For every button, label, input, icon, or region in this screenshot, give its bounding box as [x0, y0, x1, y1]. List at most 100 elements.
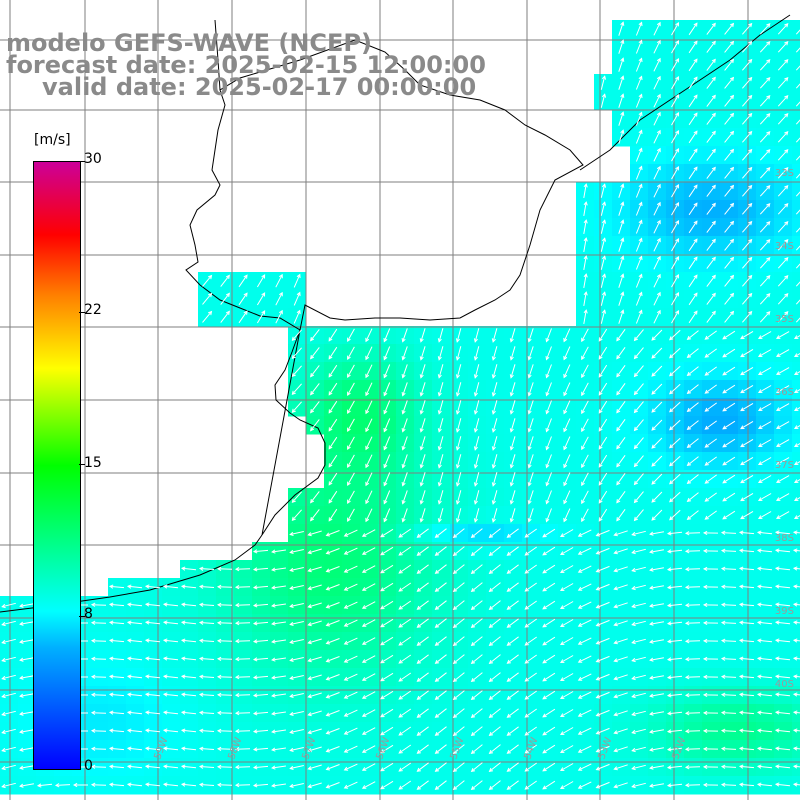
wind-arrow: [669, 365, 681, 377]
wind-arrow: [633, 473, 644, 486]
wind-arrow: [401, 490, 408, 505]
wind-arrow: [720, 728, 737, 733]
wind-arrow: [90, 674, 107, 679]
wind-arrow: [577, 655, 592, 663]
wind-arrow: [720, 566, 737, 571]
wind-arrow: [724, 220, 735, 233]
wind-arrow: [1, 728, 16, 735]
wind-arrow: [238, 292, 248, 306]
wind-arrow: [688, 238, 698, 252]
wind-arrow: [738, 728, 755, 733]
wind-arrow: [401, 328, 408, 343]
wind-arrow: [653, 309, 661, 324]
wind-arrow: [618, 219, 625, 234]
wind-arrow: [216, 746, 233, 752]
wind-arrow: [686, 456, 699, 467]
wind-arrow: [491, 508, 498, 523]
wind-arrow: [491, 418, 498, 433]
wind-arrow: [613, 746, 628, 753]
wind-arrow: [293, 273, 301, 288]
wind-arrow: [162, 710, 179, 715]
wind-arrow: [792, 782, 800, 787]
wind-arrow: [437, 454, 444, 469]
wind-arrow: [542, 672, 556, 682]
wind-arrow: [738, 746, 755, 751]
wind-arrow: [383, 418, 391, 433]
wind-arrow: [581, 436, 589, 451]
wind-arrow: [328, 436, 338, 450]
wind-arrow: [686, 330, 699, 341]
wind-arrow: [365, 364, 373, 379]
wind-arrow: [271, 603, 286, 608]
wind-arrow: [419, 454, 426, 469]
wind-arrow: [671, 273, 680, 288]
wind-arrow: [361, 781, 376, 789]
wind-arrow: [473, 490, 480, 505]
wind-arrow: [506, 636, 519, 646]
wind-arrow: [702, 602, 719, 608]
wind-arrow: [343, 763, 358, 771]
wind-arrow: [684, 531, 701, 536]
wind-arrow: [542, 726, 556, 736]
wind-arrow: [398, 690, 412, 700]
wind-arrow: [434, 654, 447, 664]
wind-arrow: [180, 692, 197, 697]
wind-arrow: [271, 585, 286, 590]
wind-arrow: [325, 638, 340, 645]
wind-arrow: [473, 472, 480, 487]
wind-arrow: [633, 419, 644, 432]
wind-arrow: [491, 490, 498, 505]
wind-arrow: [756, 746, 773, 751]
wind-arrow: [738, 656, 755, 661]
wind-arrow: [795, 29, 800, 35]
wind-arrow: [792, 530, 800, 535]
wind-arrow: [774, 530, 791, 535]
wind-arrow: [595, 529, 610, 537]
wind-arrow: [613, 602, 628, 609]
wind-arrow: [90, 692, 107, 697]
wind-arrow: [595, 565, 610, 573]
wind-arrow: [470, 672, 483, 683]
wind-arrow: [722, 402, 736, 412]
wind-arrow: [616, 437, 626, 450]
wind-arrow: [310, 347, 320, 360]
wind-arrow: [613, 584, 628, 591]
wind-arrow: [795, 155, 800, 161]
wind-arrow: [651, 473, 663, 485]
wind-arrow: [775, 457, 790, 465]
wind-arrow: [234, 584, 251, 590]
wind-arrow: [271, 675, 286, 680]
wind-arrow: [470, 636, 483, 647]
wind-arrow: [616, 347, 626, 360]
wind-arrow: [545, 436, 552, 451]
wind-cell: [792, 344, 800, 363]
wind-arrow: [380, 600, 394, 610]
wind-arrow: [720, 692, 737, 697]
wind-arrow: [343, 655, 358, 663]
wind-arrow: [577, 583, 592, 591]
wind-arrow: [271, 657, 286, 662]
wind-arrow: [416, 672, 429, 682]
wind-arrow: [724, 310, 735, 323]
wind-arrow: [216, 674, 233, 680]
wind-arrow: [434, 762, 447, 772]
wind-arrow: [618, 75, 625, 90]
wind-arrow: [724, 58, 735, 71]
wind-arrow: [618, 129, 625, 144]
wind-arrow: [126, 602, 143, 607]
wind-arrow: [618, 111, 625, 126]
wind-arrow: [777, 41, 789, 53]
wind-arrow: [581, 400, 589, 415]
wind-arrow: [126, 656, 143, 661]
wind-arrow: [289, 657, 304, 662]
wind-arrow: [90, 782, 107, 787]
wind-arrow: [653, 201, 661, 216]
wind-arrow: [684, 711, 701, 716]
wind-arrow: [383, 328, 391, 343]
wind-arrow: [722, 384, 736, 394]
wind-arrow: [198, 692, 215, 697]
wind-arrow: [563, 490, 571, 505]
wind-arrow: [595, 745, 610, 753]
wind-arrow: [252, 603, 269, 608]
wind-arrow: [419, 508, 426, 523]
